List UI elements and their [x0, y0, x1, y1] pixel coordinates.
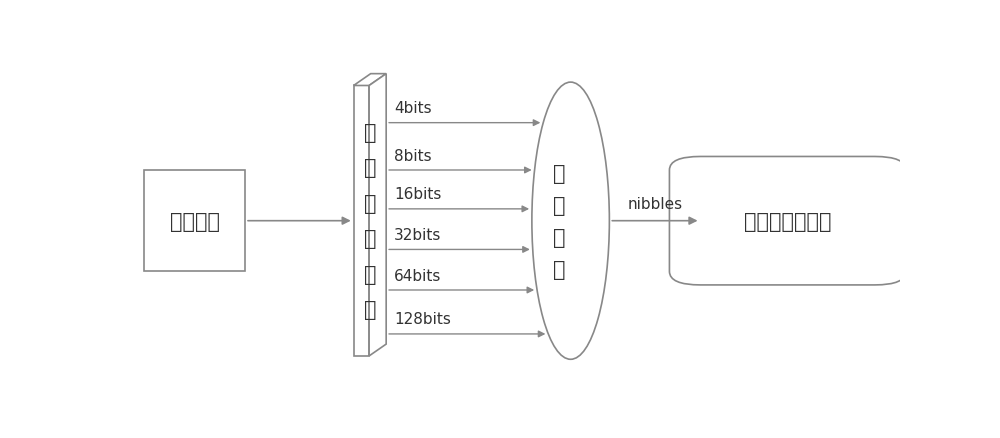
Text: nibbles: nibbles	[627, 196, 682, 211]
Polygon shape	[354, 86, 369, 356]
Text: 选择报文: 选择报文	[170, 211, 220, 231]
Text: 字: 字	[364, 264, 376, 284]
Ellipse shape	[532, 83, 609, 360]
Text: 活: 活	[364, 158, 376, 178]
Polygon shape	[369, 74, 386, 356]
Text: 模: 模	[553, 227, 565, 247]
Text: 灵: 灵	[364, 123, 376, 143]
Text: 板: 板	[553, 259, 565, 279]
Text: 4bits: 4bits	[394, 101, 432, 116]
Text: 灵活关键字列表: 灵活关键字列表	[744, 211, 831, 231]
FancyBboxPatch shape	[669, 157, 906, 285]
Text: 置: 置	[553, 195, 565, 215]
Text: 配: 配	[553, 163, 565, 183]
Text: 模: 模	[364, 300, 376, 320]
Text: 32bits: 32bits	[394, 227, 441, 243]
Text: 关: 关	[364, 194, 376, 213]
Text: 8bits: 8bits	[394, 148, 432, 163]
Text: 64bits: 64bits	[394, 268, 441, 283]
Text: 128bits: 128bits	[394, 312, 451, 327]
Text: 键: 键	[364, 229, 376, 249]
Bar	[144, 171, 245, 272]
Polygon shape	[354, 74, 386, 86]
Text: 16bits: 16bits	[394, 187, 441, 202]
